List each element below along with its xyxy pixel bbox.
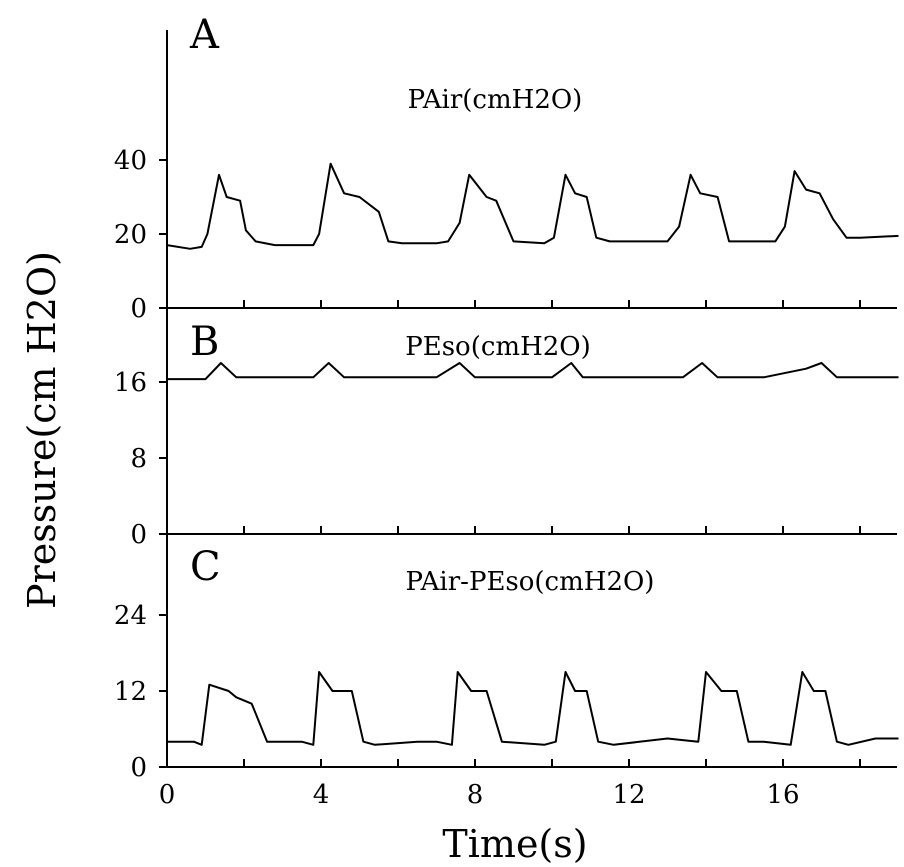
panels-group: 0 20 40 A PAir(cmH2O) 0 8 16 B PEso(cmH2O) 0 12 24 C P… [114,12,899,783]
x-tick-label: 0 [159,780,176,810]
x-tick-label: 12 [612,780,645,810]
y-tick-label: 0 [130,753,147,783]
panel-title: PEso(cmH2O) [405,332,591,362]
series-line [167,362,899,381]
series-line [166,162,899,250]
y-tick-label: 24 [114,601,147,631]
x-tick-label: 4 [313,780,330,810]
y-tick-label: 8 [130,444,147,474]
panel-title: PAir(cmH2O) [408,85,583,115]
x-tick-labels: 0 4 8 12 16 [159,780,800,810]
panel-letter: C [190,544,221,590]
y-tick-label: 40 [114,146,147,176]
panel-a: 0 20 40 A PAir(cmH2O) [114,12,899,324]
x-tick-label: 8 [467,780,484,810]
panel-letter: B [190,319,219,365]
y-tick-label: 12 [114,677,147,707]
y-tick-label: 0 [130,520,147,550]
y-tick-label: 16 [114,368,147,398]
series-line [167,671,899,746]
panel-c: 0 12 24 C PAir-PEso(cmH2O) [114,534,899,783]
panel-b: 0 8 16 B PEso(cmH2O) [114,308,899,550]
y-tick-label: 0 [130,294,147,324]
panel-title: PAir-PEso(cmH2O) [406,567,655,597]
x-tick-label: 16 [766,780,799,810]
y-tick-label: 20 [114,220,147,250]
x-axis-title: Time(s) [442,822,587,866]
y-axis-title: Pressure(cm H2O) [20,251,64,609]
panel-letter: A [189,12,220,58]
